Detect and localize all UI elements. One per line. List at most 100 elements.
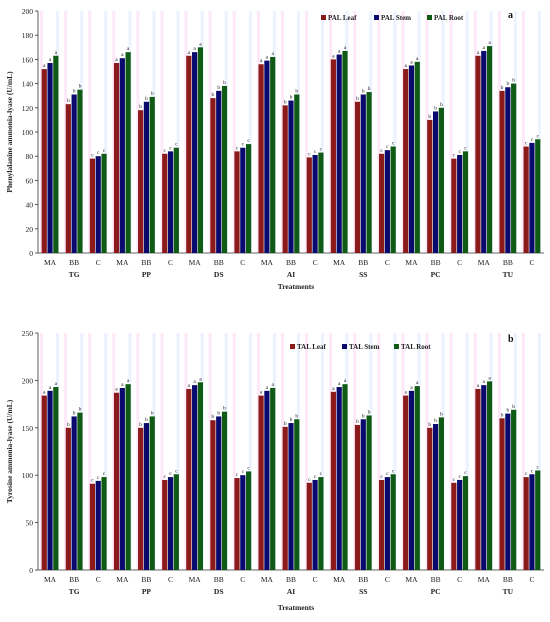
y-tick-label: 200 <box>22 376 34 385</box>
y-tick-label: 160 <box>22 55 34 64</box>
group-label: TU <box>503 587 514 596</box>
bar <box>475 388 481 570</box>
background-stripe <box>280 11 284 253</box>
group-label: AI <box>287 270 295 279</box>
bar <box>481 50 487 254</box>
bar <box>294 419 300 570</box>
significance-letter: c <box>175 468 178 474</box>
background-stripe <box>473 333 477 570</box>
bar <box>330 59 336 254</box>
background-stripe <box>232 11 236 253</box>
x-tick-label: MA <box>44 258 57 267</box>
bar <box>354 101 361 253</box>
bar <box>499 90 505 253</box>
bar <box>366 415 372 570</box>
significance-letter: a <box>260 390 263 396</box>
significance-letter: b <box>368 409 371 415</box>
y-tick-label: 150 <box>22 424 34 433</box>
bar <box>505 87 511 253</box>
significance-letter: b <box>151 410 154 416</box>
background-stripe <box>160 11 164 253</box>
x-tick-label: MA <box>333 258 346 267</box>
background-stripe <box>40 333 43 570</box>
bar <box>240 475 246 570</box>
bar <box>197 47 204 253</box>
background-stripe <box>465 333 469 570</box>
significance-letter: a <box>266 55 269 61</box>
significance-letter: a <box>49 57 52 63</box>
x-tick-label: BB <box>503 575 513 584</box>
significance-letter: b <box>151 91 154 97</box>
bar <box>101 153 107 253</box>
significance-letter: c <box>458 149 461 155</box>
background-stripe <box>40 11 43 253</box>
significance-letter: c <box>242 142 245 148</box>
group-label: TG <box>69 270 80 279</box>
group-label: DS <box>214 587 224 596</box>
background-stripe <box>136 11 140 253</box>
bar <box>149 416 155 570</box>
background-stripe <box>329 333 333 570</box>
bar <box>65 104 71 253</box>
x-tick-label: BB <box>141 258 151 267</box>
background-stripe <box>160 333 164 570</box>
bar <box>210 420 216 570</box>
significance-letter: b <box>434 418 437 424</box>
background-stripe <box>136 333 140 570</box>
bar <box>41 395 47 570</box>
x-tick-label: C <box>168 575 173 584</box>
group-label: SS <box>359 587 367 596</box>
bar <box>451 482 457 570</box>
significance-letter: c <box>453 153 456 159</box>
bar <box>119 58 125 253</box>
x-axis-title: Treatments <box>278 282 314 291</box>
significance-letter: c <box>453 477 456 483</box>
significance-letter: b <box>506 81 509 87</box>
significance-letter: a <box>344 378 347 384</box>
significance-letter: a <box>121 382 124 388</box>
x-tick-label: C <box>313 575 318 584</box>
significance-letter: b <box>440 102 443 108</box>
significance-letter: a <box>49 385 52 391</box>
bar <box>535 470 541 570</box>
background-stripe <box>256 333 260 570</box>
background-stripe <box>104 11 108 253</box>
significance-letter: c <box>525 141 528 147</box>
background-stripe <box>353 11 357 253</box>
significance-letter: b <box>67 98 70 104</box>
background-stripe <box>393 11 397 253</box>
significance-letter: b <box>362 88 365 94</box>
background-stripe <box>88 11 92 253</box>
significance-letter: c <box>103 148 106 154</box>
x-tick-label: MA <box>405 258 418 267</box>
bar <box>408 65 415 253</box>
significance-letter: a <box>416 56 419 62</box>
significance-letter: b <box>67 422 70 428</box>
bar <box>288 100 294 253</box>
panel-label: a <box>508 10 513 21</box>
bar <box>71 416 77 570</box>
background-stripe <box>208 333 212 570</box>
x-tick-label: C <box>457 258 462 267</box>
legend-swatch <box>290 344 295 349</box>
significance-letter: c <box>458 474 461 480</box>
y-tick-label: 0 <box>29 249 33 258</box>
bar <box>216 416 222 570</box>
group-label: TG <box>69 587 80 596</box>
x-tick-label: MA <box>189 258 202 267</box>
bar <box>403 395 409 570</box>
bar <box>306 482 312 570</box>
bar <box>71 94 77 254</box>
background-stripe <box>449 11 453 253</box>
bar <box>77 412 83 570</box>
significance-letter: a <box>483 379 486 385</box>
significance-letter: c <box>91 478 94 484</box>
background-stripe <box>393 333 397 570</box>
background-stripe <box>88 333 92 570</box>
group-label: SS <box>359 270 367 279</box>
x-tick-label: BB <box>431 258 441 267</box>
significance-letter: b <box>73 410 76 416</box>
background-stripe <box>473 11 477 253</box>
background-stripe <box>521 11 525 253</box>
